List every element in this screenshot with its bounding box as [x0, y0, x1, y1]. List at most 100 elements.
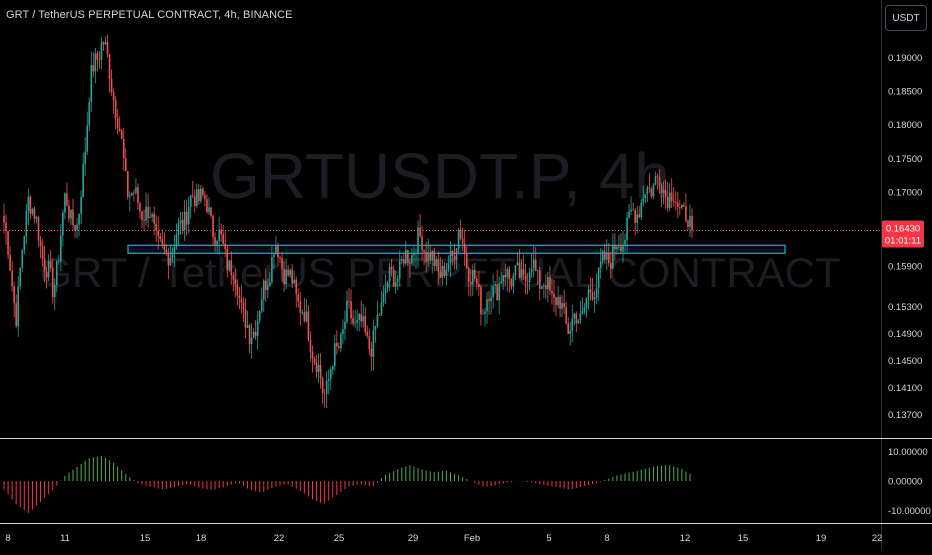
- candle: [155, 215, 158, 243]
- candle: [124, 148, 127, 172]
- candle: [482, 308, 484, 315]
- candle: [31, 207, 34, 216]
- candle: [614, 233, 616, 261]
- candle: [524, 263, 527, 295]
- candle: [90, 51, 93, 113]
- candle: [15, 294, 17, 329]
- oscillator-axis: 10.00000 0.00000 -10.00000: [888, 447, 931, 517]
- candle: [358, 312, 360, 332]
- candle: [526, 273, 529, 295]
- candle: [352, 309, 354, 327]
- candle: [508, 265, 511, 293]
- candle: [638, 205, 641, 219]
- candle: [628, 203, 630, 220]
- candle: [425, 241, 427, 273]
- candle: [545, 274, 547, 300]
- candle: [291, 263, 293, 288]
- candle: [96, 50, 99, 72]
- candle: [94, 47, 97, 84]
- time-tick-label: 15: [738, 533, 749, 544]
- candle: [620, 233, 622, 255]
- candle: [108, 53, 111, 94]
- candle: [177, 217, 180, 246]
- candle: [62, 209, 64, 247]
- candle: [82, 152, 84, 198]
- price-tick-label: 0.18500: [888, 86, 922, 97]
- candle: [86, 111, 89, 155]
- price-tick-label: 0.14900: [888, 329, 922, 340]
- time-axis[interactable]: 8 11 15 18 22 25 29 Feb 5 8 12 15 19 22: [5, 533, 882, 544]
- candle: [429, 244, 431, 264]
- candle: [163, 232, 166, 255]
- candle: [624, 233, 626, 253]
- candle: [433, 247, 436, 272]
- candle: [309, 331, 312, 362]
- candle: [549, 265, 551, 295]
- candle: [591, 277, 594, 301]
- candle: [449, 241, 452, 278]
- candle: [575, 311, 578, 333]
- candle: [135, 178, 137, 195]
- candle: [226, 245, 229, 278]
- candle: [492, 274, 494, 309]
- candle: [236, 279, 239, 306]
- currency-button[interactable]: USDT: [885, 5, 927, 31]
- candle: [216, 239, 218, 254]
- candle: [323, 388, 326, 408]
- candle: [480, 284, 482, 326]
- candle: [411, 248, 413, 267]
- candle: [137, 183, 139, 210]
- candle: [378, 313, 381, 316]
- candle: [543, 282, 545, 299]
- candle: [522, 254, 525, 280]
- candle: [488, 290, 490, 315]
- candle: [9, 245, 11, 272]
- candle: [494, 281, 496, 294]
- candle: [530, 253, 533, 279]
- candle: [486, 292, 488, 324]
- time-tick-label: 22: [274, 533, 285, 544]
- candle: [122, 127, 125, 171]
- candle: [431, 249, 434, 274]
- candle: [563, 289, 565, 315]
- candle: [443, 262, 446, 278]
- price-axis[interactable]: 0.19000 0.18500 0.18000 0.17500 0.17000 0.159…: [888, 53, 922, 421]
- candle: [520, 259, 523, 281]
- candle: [559, 294, 561, 318]
- time-tick-label: 18: [196, 533, 207, 544]
- candle: [518, 249, 521, 279]
- candle: [421, 225, 423, 261]
- candle: [230, 251, 233, 285]
- candle: [660, 183, 663, 208]
- candle: [147, 193, 149, 228]
- candle: [360, 300, 362, 328]
- candle: [311, 345, 314, 373]
- price-tick-label: 0.18000: [888, 120, 922, 131]
- candle: [423, 249, 425, 265]
- candle: [445, 262, 448, 286]
- candle: [597, 267, 600, 301]
- candle: [151, 212, 153, 222]
- candle: [244, 298, 247, 339]
- candle: [262, 278, 265, 312]
- candle: [382, 285, 385, 307]
- price-tick-label: 0.17000: [888, 188, 922, 199]
- osc-tick-label: -10.00000: [888, 506, 931, 517]
- candle: [80, 190, 82, 225]
- candle: [313, 356, 316, 366]
- candle: [656, 173, 659, 190]
- price-tick-label: 0.15300: [888, 302, 922, 313]
- candle: [74, 224, 76, 238]
- candle: [366, 325, 369, 339]
- candle: [49, 249, 52, 272]
- candle: [618, 234, 620, 251]
- candle: [581, 297, 584, 316]
- candle: [427, 238, 429, 267]
- candle: [254, 320, 257, 341]
- candle: [603, 243, 606, 264]
- candle: [25, 203, 28, 245]
- candle: [92, 52, 95, 78]
- candle: [141, 210, 143, 229]
